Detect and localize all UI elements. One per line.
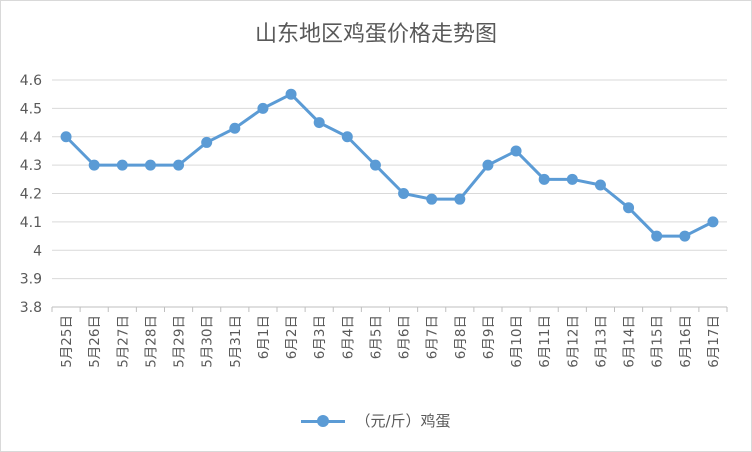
data-point	[707, 216, 719, 228]
y-tick-label: 4.5	[20, 101, 42, 117]
data-point	[398, 188, 410, 199]
x-tick-label: 6月1日	[256, 315, 272, 359]
data-point	[257, 102, 269, 114]
x-tick-label: 6月17日	[706, 315, 722, 368]
x-tick-label: 5月27日	[115, 315, 131, 368]
x-tick-label: 6月16日	[678, 315, 694, 368]
x-tick-label: 6月10日	[509, 315, 525, 368]
x-tick-label: 5月31日	[228, 315, 244, 368]
x-tick-label: 6月7日	[425, 315, 441, 359]
y-tick-label: 4	[33, 243, 42, 259]
x-tick-label: 5月25日	[59, 315, 75, 368]
x-tick-label: 6月2日	[284, 315, 300, 359]
data-point	[510, 145, 522, 157]
y-tick-label: 3.9	[20, 272, 42, 288]
y-tick-label: 4.6	[20, 73, 42, 89]
legend-series-label: （元/斤）鸡蛋	[355, 412, 451, 430]
x-tick-label: 6月4日	[340, 315, 356, 359]
x-tick-label: 5月30日	[200, 315, 216, 368]
legend-series-marker	[301, 413, 346, 429]
x-tick-label: 6月15日	[650, 315, 666, 368]
data-point	[173, 159, 185, 171]
data-point	[482, 159, 494, 171]
data-point	[594, 179, 606, 191]
data-point	[313, 117, 325, 129]
x-tick-label: 6月9日	[481, 315, 497, 359]
data-point	[369, 159, 381, 171]
x-tick-label: 6月11日	[537, 315, 553, 368]
data-point	[651, 230, 663, 242]
data-point	[538, 173, 550, 185]
data-point	[454, 193, 466, 205]
x-tick-label: 6月12日	[565, 315, 581, 368]
data-point	[285, 88, 297, 100]
x-tick-label: 6月6日	[397, 315, 413, 359]
data-point	[566, 173, 578, 185]
y-tick-label: 3.8	[20, 300, 42, 316]
data-point	[60, 131, 72, 143]
x-tick-label: 6月14日	[622, 315, 638, 368]
data-point	[88, 159, 100, 171]
data-point	[116, 159, 128, 171]
y-tick-label: 4.1	[20, 215, 42, 231]
x-tick-label: 6月3日	[312, 315, 328, 359]
data-point	[229, 122, 241, 134]
legend: （元/斤）鸡蛋	[0, 410, 752, 431]
y-tick-label: 4.2	[20, 187, 42, 203]
x-tick-label: 6月8日	[453, 315, 469, 359]
x-tick-label: 5月28日	[143, 315, 159, 368]
data-point	[623, 202, 635, 214]
data-point	[144, 159, 156, 171]
x-tick-label: 5月26日	[87, 315, 103, 368]
data-point	[679, 230, 691, 242]
x-tick-label: 5月29日	[172, 315, 188, 368]
x-tick-label: 6月5日	[368, 315, 384, 359]
y-tick-label: 4.3	[20, 158, 42, 174]
x-tick-label: 6月13日	[593, 315, 609, 368]
y-tick-label: 4.4	[20, 130, 42, 146]
data-point	[426, 193, 438, 205]
data-point	[201, 136, 213, 148]
chart-title: 山东地区鸡蛋价格走势图	[254, 22, 497, 47]
data-point	[341, 131, 353, 143]
